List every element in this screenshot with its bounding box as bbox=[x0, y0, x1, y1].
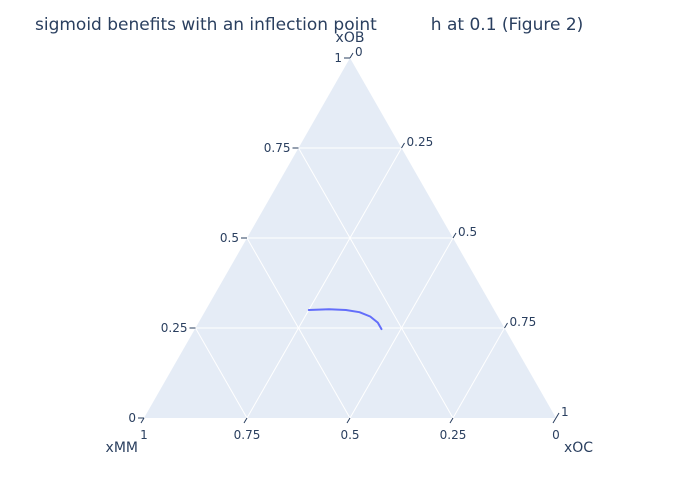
tick-mark-c bbox=[504, 322, 508, 329]
tick-label-b: 0 bbox=[552, 428, 560, 442]
tick-mark-c bbox=[452, 232, 457, 239]
tick-label-a: 0.5 bbox=[220, 231, 239, 245]
tick-label-a: 0.75 bbox=[264, 141, 291, 155]
grid-line-c bbox=[246, 147, 402, 419]
chart-title: sigmoid benefits with an inflection poin… bbox=[35, 15, 583, 35]
axis-title-xob: xOB bbox=[336, 30, 365, 46]
axis-title-xoc: xOC bbox=[564, 440, 593, 456]
tick-mark-b bbox=[552, 417, 557, 424]
series-line-0 bbox=[307, 308, 383, 331]
tick-label-a: 0 bbox=[128, 411, 136, 425]
tick-mark-b bbox=[346, 417, 351, 424]
tick-label-b: 1 bbox=[140, 428, 148, 442]
tick-label-b: 0.75 bbox=[234, 428, 261, 442]
grid-line-b bbox=[195, 327, 248, 419]
tick-mark-c bbox=[349, 52, 354, 59]
axis-title-xmm: xMM bbox=[106, 440, 138, 456]
tick-label-c: 0.25 bbox=[407, 135, 434, 149]
tick-mark-b bbox=[140, 417, 145, 424]
tick-label-a: 1 bbox=[334, 51, 342, 65]
tick-label-b: 0.5 bbox=[340, 428, 359, 442]
ternary-grid bbox=[195, 147, 505, 419]
data-layer bbox=[307, 308, 383, 331]
grid-line-b bbox=[298, 147, 454, 419]
tick-mark-c bbox=[555, 412, 560, 419]
tick-label-c: 0 bbox=[355, 45, 363, 59]
tick-label-c: 0.75 bbox=[510, 315, 537, 329]
tick-label-c: 1 bbox=[561, 405, 569, 419]
tick-mark-b bbox=[243, 417, 248, 424]
grid-line-b bbox=[246, 237, 351, 419]
tick-label-a: 0.25 bbox=[161, 321, 188, 335]
tick-mark-b bbox=[449, 417, 454, 424]
tick-mark-c bbox=[401, 142, 405, 149]
tick-label-b: 0.25 bbox=[440, 428, 467, 442]
grid-line-c bbox=[349, 237, 454, 419]
grid-line-c bbox=[452, 327, 505, 419]
tick-label-c: 0.5 bbox=[458, 225, 477, 239]
